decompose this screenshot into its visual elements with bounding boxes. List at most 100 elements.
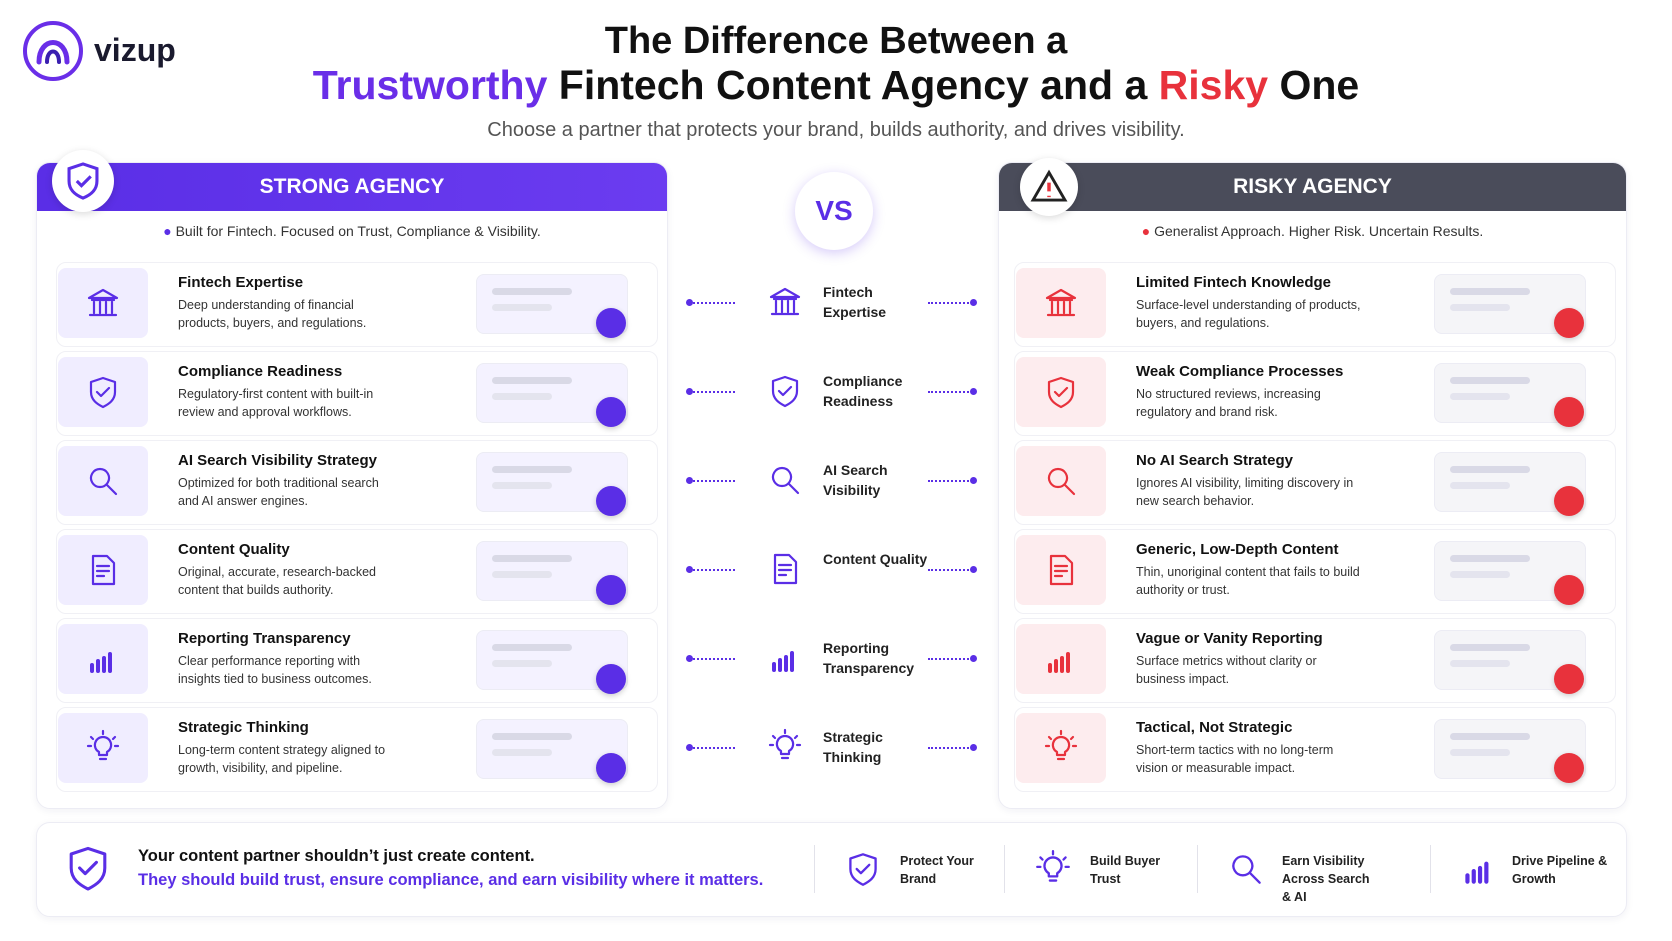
illustration-line	[1450, 733, 1530, 740]
item-desc: Ignores AI visibility, limiting discover…	[1136, 476, 1354, 508]
versus-label: Content Quality	[823, 551, 928, 567]
arrow-head	[970, 566, 977, 573]
arrow-left	[690, 569, 735, 571]
arrow-left	[690, 391, 735, 393]
feature-icon	[1225, 848, 1267, 890]
arrow-right	[928, 302, 973, 304]
icon	[83, 550, 123, 590]
arrow-head	[970, 388, 977, 395]
icon-glyph	[1232, 855, 1261, 884]
illustration-line	[1450, 482, 1510, 489]
icon-glyph	[768, 728, 802, 760]
versus-label: Strategic Thinking	[823, 729, 883, 765]
icon-box	[1016, 357, 1106, 427]
footer	[36, 822, 1627, 917]
item-desc: Optimized for both traditional search an…	[178, 476, 379, 508]
item-desc: No structured reviews, increasing regula…	[1136, 387, 1321, 419]
icon	[1041, 728, 1081, 768]
icon-glyph	[773, 553, 798, 585]
icon-glyph	[69, 846, 107, 891]
item-title: Vague or Vanity Reporting	[1136, 630, 1323, 647]
arrow-left	[690, 747, 735, 749]
icon-box	[58, 446, 148, 516]
icon-glyph	[1048, 652, 1070, 673]
icon	[83, 639, 123, 679]
illustration-line	[492, 733, 572, 740]
icon-glyph	[89, 467, 118, 496]
vs-badge: VS	[795, 172, 873, 250]
illustration-line	[1450, 377, 1530, 384]
risky-header: RISKY AGENCY	[999, 163, 1626, 211]
icon	[765, 638, 805, 678]
illustration-badge	[596, 664, 626, 694]
illustration-line	[1450, 644, 1530, 651]
icon-glyph	[849, 853, 877, 886]
icon-glyph	[1047, 467, 1076, 496]
illustration-line	[492, 482, 552, 489]
item-desc: Clear performance reporting with insight…	[178, 654, 372, 686]
icon	[1041, 461, 1081, 501]
arrow-right	[928, 569, 973, 571]
logo-icon	[23, 21, 83, 81]
arrow-head	[686, 655, 693, 662]
strong-badge	[52, 150, 114, 212]
icon	[83, 283, 123, 323]
icon-glyph	[769, 287, 801, 316]
versus-label: Reporting Transparency	[823, 640, 915, 676]
arrow-head	[686, 299, 693, 306]
icon	[1041, 639, 1081, 679]
icon	[1041, 372, 1081, 412]
item-title: Reporting Transparency	[178, 630, 351, 647]
title-highlight: Trustworthy	[312, 62, 548, 108]
illustration-badge	[596, 753, 626, 783]
icon-glyph	[86, 729, 120, 761]
arrow-head	[970, 655, 977, 662]
arrow-head	[686, 477, 693, 484]
icon	[1041, 550, 1081, 590]
icon	[765, 549, 805, 589]
illustration-line	[1450, 660, 1510, 667]
icon-glyph	[1049, 554, 1074, 586]
illustration-line	[492, 377, 572, 384]
arrow-right	[928, 480, 973, 482]
illustration-line	[492, 644, 572, 651]
item-desc: Original, accurate, research-backed cont…	[178, 565, 377, 597]
item-title: Limited Fintech Knowledge	[1136, 274, 1332, 291]
title-line2: Trustworthy Fintech Content Agency and a…	[0, 62, 1672, 109]
arrow-head	[686, 388, 693, 395]
arrow-left	[690, 302, 735, 304]
illustration-line	[492, 304, 552, 311]
icon	[83, 728, 123, 768]
icon	[765, 460, 805, 500]
illustration-line	[1450, 393, 1510, 400]
item-desc: Surface-level understanding of products,…	[1136, 298, 1361, 330]
illustration-badge	[1554, 486, 1584, 516]
arrow-head	[970, 477, 977, 484]
icon	[83, 461, 123, 501]
item-title: Content Quality	[178, 541, 290, 558]
icon-glyph	[772, 651, 794, 672]
illustration-line	[1450, 466, 1530, 473]
footer-line1: Your content partner shouldn’t just crea…	[138, 847, 535, 865]
illustration-badge	[1554, 575, 1584, 605]
separator	[1197, 845, 1198, 893]
arrow-head	[970, 299, 977, 306]
item-desc: Deep understanding of financial products…	[178, 298, 367, 330]
risky-badge	[1020, 158, 1078, 216]
versus-label: Compliance Readiness	[823, 373, 903, 409]
arrow-head	[970, 744, 977, 751]
title-line1: The Difference Between a	[604, 20, 1068, 62]
icon-glyph	[1036, 849, 1070, 882]
arrow-right	[928, 747, 973, 749]
item-title: Tactical, Not Strategic	[1136, 719, 1293, 736]
illustration-badge	[1554, 308, 1584, 338]
risky-tagline: ● Generalist Approach. Higher Risk. Unce…	[1141, 223, 1484, 239]
separator	[1004, 845, 1005, 893]
subtitle: Choose a partner that protects your bran…	[487, 119, 1185, 141]
icon-glyph	[90, 652, 112, 673]
illustration-badge	[596, 308, 626, 338]
item-desc: Surface metrics without clarity or busin…	[1136, 654, 1317, 686]
item-desc: Regulatory-first content with built-in r…	[178, 387, 374, 419]
illustration-line	[1450, 288, 1530, 295]
